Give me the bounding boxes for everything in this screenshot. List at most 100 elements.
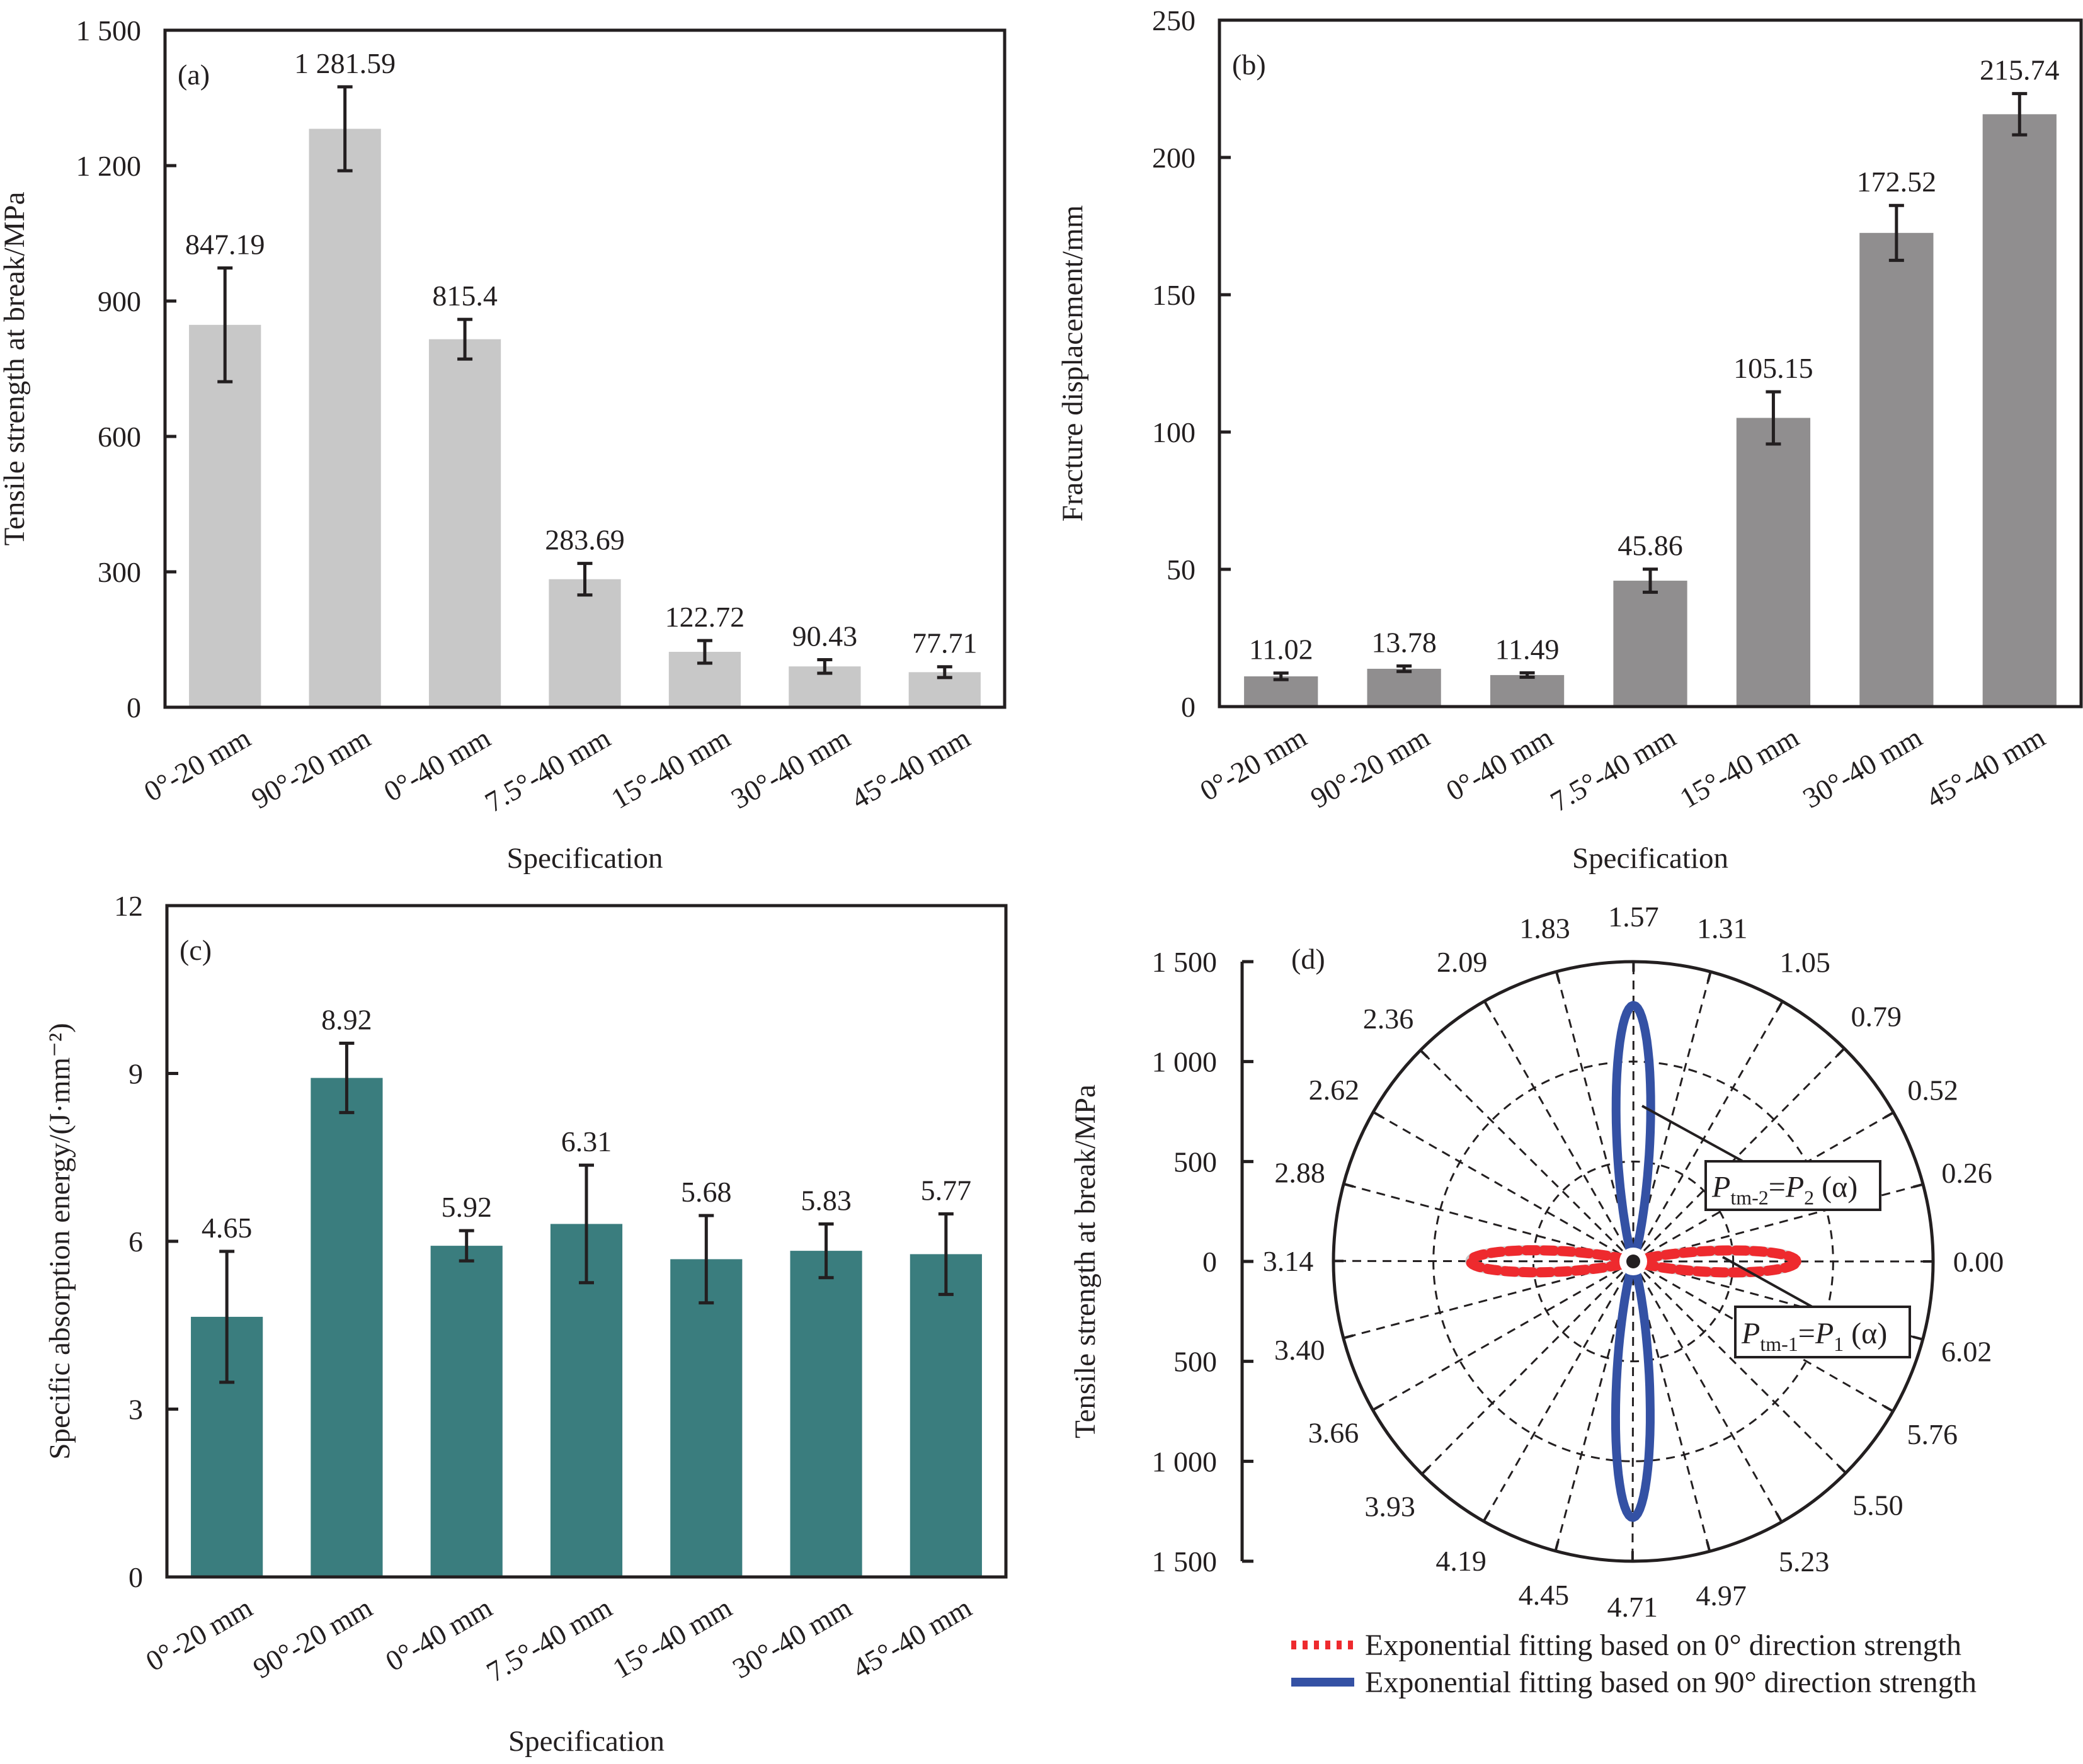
angular-tick-label: 4.19 [1435,1545,1487,1577]
data-label-7: 5.77 [921,1174,972,1206]
error-bar-4 [577,562,593,597]
y-tick-label: 3 [128,1394,143,1426]
polar-tick-mark [1837,1465,1847,1474]
panel-b-fracture-displacement: 11.02 13.78 11.49 45.86 105.15 172.52 215.74 0 5… [1056,4,2083,875]
y-tick-label: 50 [1167,554,1196,586]
bar-7 [1982,114,2057,707]
category-label: 30°-40 mm [726,721,855,815]
bar-2 [1367,668,1441,707]
bar-2 [311,1078,383,1577]
angular-tick-label: 2.62 [1309,1074,1360,1106]
polar-y-tick-label: 1 500 [1152,1545,1218,1578]
category-label: 30°-40 mm [1798,720,1927,814]
equation-part-sub: tm-2 [1730,1186,1768,1209]
equation-part-eq: = [1798,1317,1815,1350]
equation-part-arg: (α) [1814,1171,1858,1204]
error-bar-7 [937,665,952,680]
bar-5 [670,1259,743,1577]
bar-7 [910,1254,982,1577]
error-bar-1 [1273,671,1289,681]
polar-tick-mark [1372,1111,1383,1118]
error-bar-5 [697,639,712,665]
polar-tick-mark [1554,1540,1560,1552]
angular-tick-label: 6.02 [1941,1336,1992,1368]
y-axis-title: Tensile strength at break/MPa [1069,1084,1102,1438]
category-label: 90°-20 mm [1305,720,1435,814]
category-label: 0°-20 mm [139,721,256,807]
angular-tick-label: 5.23 [1779,1545,1830,1578]
polar-y-tick-label: 0 [1202,1246,1217,1278]
y-tick-label: 250 [1152,4,1196,37]
error-bar-2 [337,85,353,173]
data-label-3: 11.49 [1495,633,1560,665]
category-label: 15°-40 mm [606,721,736,815]
data-label-5: 105.15 [1733,352,1813,384]
bar-3 [430,1246,503,1577]
annotation-equation: Ptm-2=P2 (α) [1711,1171,1858,1209]
angular-tick-label: 0.52 [1907,1074,1958,1107]
polar-spoke [1633,1112,1894,1263]
data-label-6: 5.83 [801,1184,852,1216]
equation-annotation-2: Ptm-1=P1 (α) [1722,1256,1911,1358]
error-bar-6 [1888,203,1904,262]
polar-tick-mark [1555,971,1561,982]
data-label-3: 5.92 [441,1191,492,1223]
equation-part-main: P [1741,1317,1760,1350]
polar-tick-mark [1883,1405,1894,1413]
angular-tick-label: 2.36 [1363,1003,1414,1035]
data-label-2: 8.92 [321,1004,372,1036]
angular-tick-label: 2.88 [1274,1156,1325,1188]
y-tick-label: 0 [127,691,141,724]
annotation-box [1704,1160,1881,1211]
error-bar-6 [818,1222,834,1280]
y-axis-title: Specific absorption energy/(J·mm⁻²) [43,1023,76,1459]
panel-label: (a) [178,59,210,91]
legend-label-0deg: Exponential fitting based on 0° directio… [1365,1629,1961,1662]
bar-1 [1244,676,1318,707]
angular-tick-label: 4.97 [1696,1579,1747,1612]
angular-tick-label: 4.71 [1607,1591,1658,1623]
category-label: 0°-40 mm [379,721,496,807]
annotation-box [1734,1306,1911,1358]
category-label: 90°-20 mm [246,721,375,815]
data-label-4: 283.69 [545,524,625,556]
data-label-4: 45.86 [1618,530,1683,562]
category-label: 45°-40 mm [847,1591,977,1685]
error-bar-3 [1519,671,1535,679]
polar-y-tick-label: 1 000 [1152,1046,1218,1078]
bar-3 [428,339,501,707]
bar-4 [1613,581,1687,707]
polar-tick-mark [1343,1334,1354,1340]
angular-tick-label: 1.83 [1519,912,1570,944]
error-bar-5 [699,1214,714,1305]
angular-tick-label: 5.50 [1852,1489,1903,1522]
panel-label: (b) [1232,48,1266,81]
y-axis-title: Tensile strength at break/MPa [0,191,31,545]
data-label-4: 6.31 [561,1125,612,1158]
error-bar-4 [1643,567,1658,594]
bar-1 [189,324,261,707]
category-label: 15°-40 mm [607,1591,737,1685]
plot-frame [163,28,1007,709]
polar-spoke [1483,1000,1635,1262]
legend: Exponential fitting based on 0° directio… [1291,1629,1977,1699]
x-axis-title: Specification [507,842,663,875]
category-label: 45°-40 mm [845,721,975,815]
y-tick-label: 300 [98,556,141,588]
equation-part-arg: (α) [1844,1317,1887,1350]
error-bar-1 [219,1249,235,1384]
error-bar-4 [579,1163,594,1285]
y-tick-label: 200 [1152,142,1196,174]
error-bar-3 [459,1229,474,1263]
bar-3 [1490,674,1565,707]
equation-part-rhs_sub: 2 [1804,1186,1814,1209]
error-bar-7 [2012,92,2028,137]
y-tick-label: 12 [114,890,143,922]
y-tick-label: 0 [128,1561,143,1593]
polar-tick-mark [1421,1465,1430,1476]
angular-tick-label: 3.93 [1364,1491,1415,1523]
bar-2 [309,128,381,707]
data-label-6: 90.43 [792,620,858,652]
panel-label: (d) [1291,943,1325,975]
angular-tick-label: 5.76 [1907,1418,1958,1450]
